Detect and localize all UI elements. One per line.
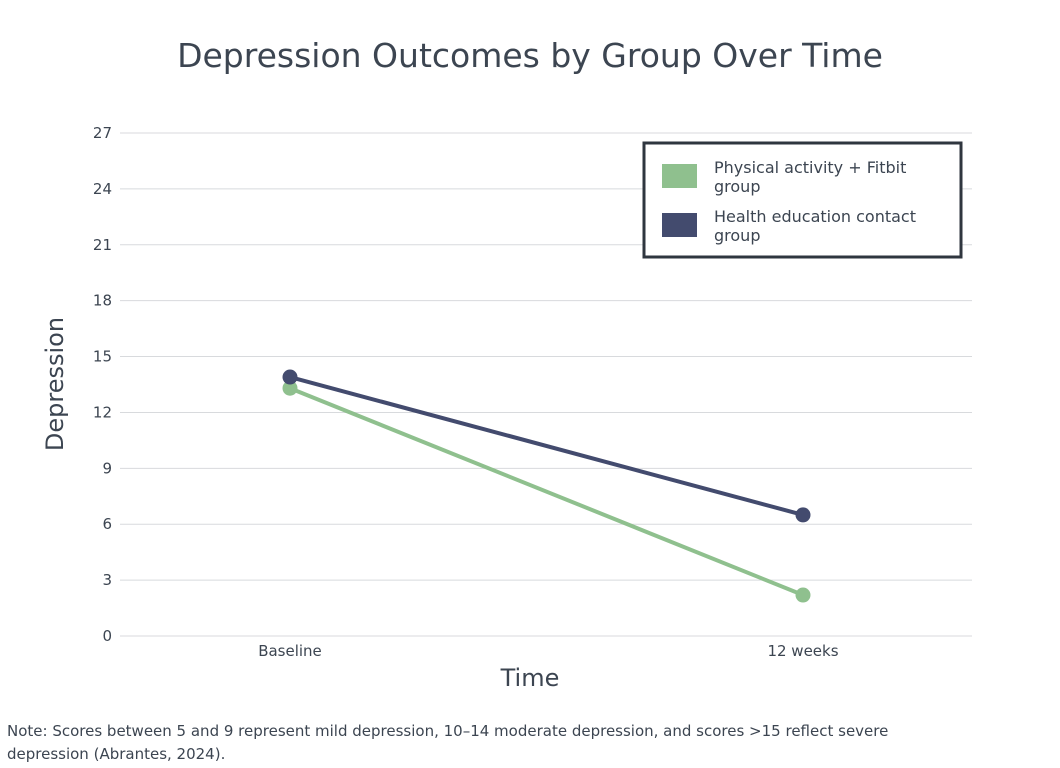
legend-label: Health education contact (714, 207, 916, 226)
data-point (795, 507, 811, 523)
series-line (288, 386, 805, 598)
data-point (282, 369, 298, 385)
legend-swatch (662, 164, 697, 188)
y-tick-label: 15 (93, 348, 112, 366)
grid-lines (120, 132, 972, 637)
x-tick-label: Baseline (258, 642, 322, 660)
line-chart: 0 3 6 9 12 15 18 21 24 27 Baseline 12 weeks Time D… (41, 124, 972, 692)
y-tick-labels: 0 3 6 9 12 15 18 21 24 27 (93, 124, 112, 645)
y-tick-label: 24 (93, 180, 112, 198)
legend-label: Physical activity + Fitbit (714, 158, 906, 177)
x-tick-labels: Baseline 12 weeks (258, 642, 839, 660)
series-2 (282, 369, 811, 523)
legend-frame (642, 141, 963, 259)
legend-swatch (662, 213, 697, 237)
y-tick-label: 3 (102, 571, 112, 589)
y-tick-label: 9 (102, 459, 112, 477)
y-tick-label: 6 (102, 515, 112, 533)
chart-title: Depression Outcomes by Group Over Time (177, 36, 883, 75)
x-axis-title: Time (500, 664, 560, 692)
y-tick-label: 18 (93, 292, 112, 310)
x-tick-label: 12 weeks (767, 642, 838, 660)
y-axis-title: Depression (41, 317, 69, 451)
y-tick-label: 27 (93, 124, 112, 142)
data-point (282, 380, 298, 396)
series-1 (282, 380, 811, 603)
footnote: Note: Scores between 5 and 9 represent m… (7, 722, 889, 763)
y-tick-label: 21 (93, 236, 112, 254)
series-lines (282, 369, 811, 603)
series-line (288, 375, 805, 517)
data-point (795, 587, 811, 603)
legend-label: group (714, 226, 760, 245)
legend-label: group (714, 177, 760, 196)
y-tick-label: 12 (93, 403, 112, 421)
y-tick-label: 0 (102, 627, 112, 645)
